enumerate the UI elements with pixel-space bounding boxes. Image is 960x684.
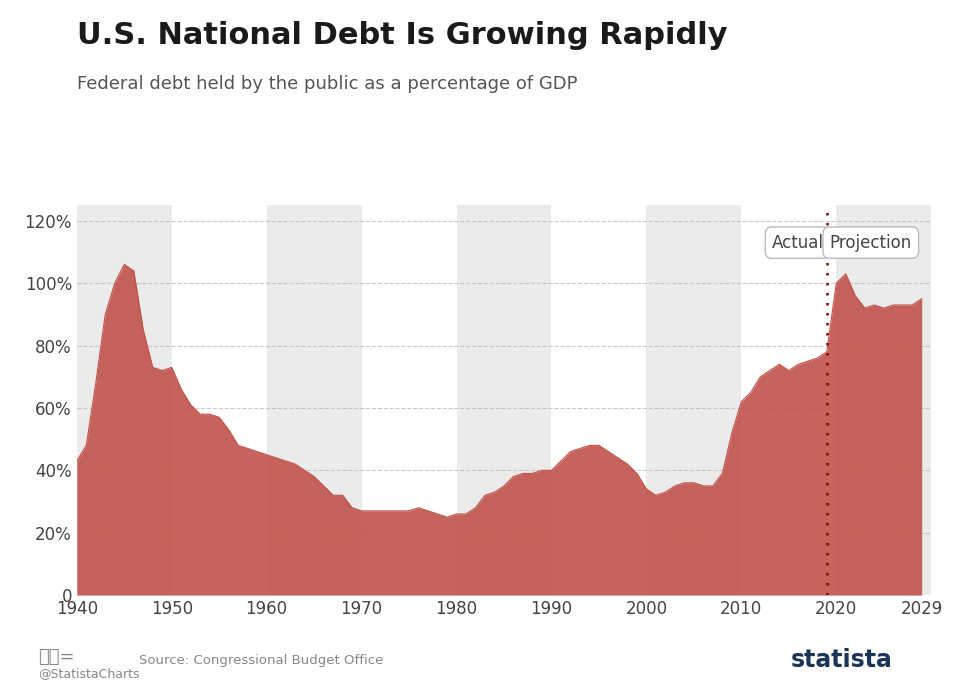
Bar xyxy=(77,205,172,595)
Text: U.S. National Debt Is Growing Rapidly: U.S. National Debt Is Growing Rapidly xyxy=(77,21,728,49)
Bar xyxy=(457,205,551,595)
Bar xyxy=(836,205,931,595)
Text: statista: statista xyxy=(791,648,893,672)
Text: Source: Congressional Budget Office: Source: Congressional Budget Office xyxy=(139,653,384,667)
Bar xyxy=(267,205,362,595)
Text: Projection: Projection xyxy=(829,234,912,252)
Text: Federal debt held by the public as a percentage of GDP: Federal debt held by the public as a per… xyxy=(77,75,577,93)
Text: Ⓒⓘ=: Ⓒⓘ= xyxy=(38,648,75,666)
Text: Actual: Actual xyxy=(772,234,824,252)
Polygon shape xyxy=(895,650,918,666)
Text: @StatistaCharts: @StatistaCharts xyxy=(38,667,140,680)
Bar xyxy=(646,205,741,595)
